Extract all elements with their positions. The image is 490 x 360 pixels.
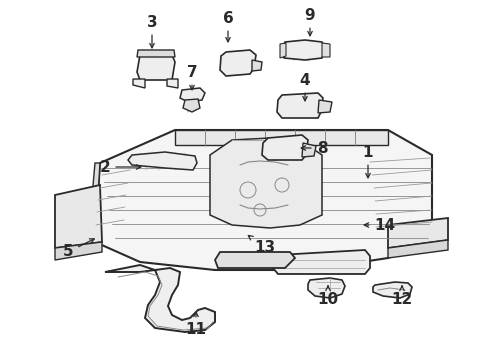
Polygon shape [215, 252, 295, 268]
Polygon shape [183, 99, 200, 112]
Text: 13: 13 [248, 235, 275, 256]
Polygon shape [302, 143, 316, 157]
Text: 5: 5 [63, 239, 94, 260]
Polygon shape [273, 250, 370, 274]
Polygon shape [55, 185, 102, 248]
Polygon shape [322, 43, 330, 57]
Polygon shape [373, 282, 412, 298]
Polygon shape [88, 163, 100, 242]
Text: 14: 14 [364, 217, 395, 233]
Polygon shape [55, 242, 102, 260]
Polygon shape [318, 100, 332, 113]
Polygon shape [252, 60, 262, 71]
Polygon shape [282, 40, 325, 60]
Polygon shape [175, 130, 388, 145]
Polygon shape [137, 50, 175, 57]
Polygon shape [388, 240, 448, 258]
Polygon shape [105, 265, 215, 332]
Polygon shape [180, 88, 205, 102]
Polygon shape [128, 152, 197, 170]
Text: 4: 4 [300, 72, 310, 101]
Text: 12: 12 [392, 286, 413, 307]
Text: 9: 9 [305, 8, 315, 36]
Polygon shape [280, 43, 286, 58]
Polygon shape [95, 130, 432, 270]
Text: 2: 2 [99, 159, 141, 175]
Polygon shape [277, 93, 323, 118]
Polygon shape [262, 135, 308, 160]
Text: 3: 3 [147, 14, 157, 48]
Polygon shape [137, 55, 175, 80]
Polygon shape [133, 79, 145, 88]
Text: 7: 7 [187, 64, 197, 90]
Polygon shape [388, 218, 448, 248]
Text: 8: 8 [301, 140, 327, 156]
Text: 6: 6 [222, 10, 233, 42]
Text: 10: 10 [318, 286, 339, 307]
Polygon shape [308, 278, 345, 298]
Text: 1: 1 [363, 144, 373, 178]
Polygon shape [220, 50, 256, 76]
Text: 11: 11 [186, 312, 206, 338]
Polygon shape [167, 79, 178, 88]
Polygon shape [210, 138, 322, 228]
